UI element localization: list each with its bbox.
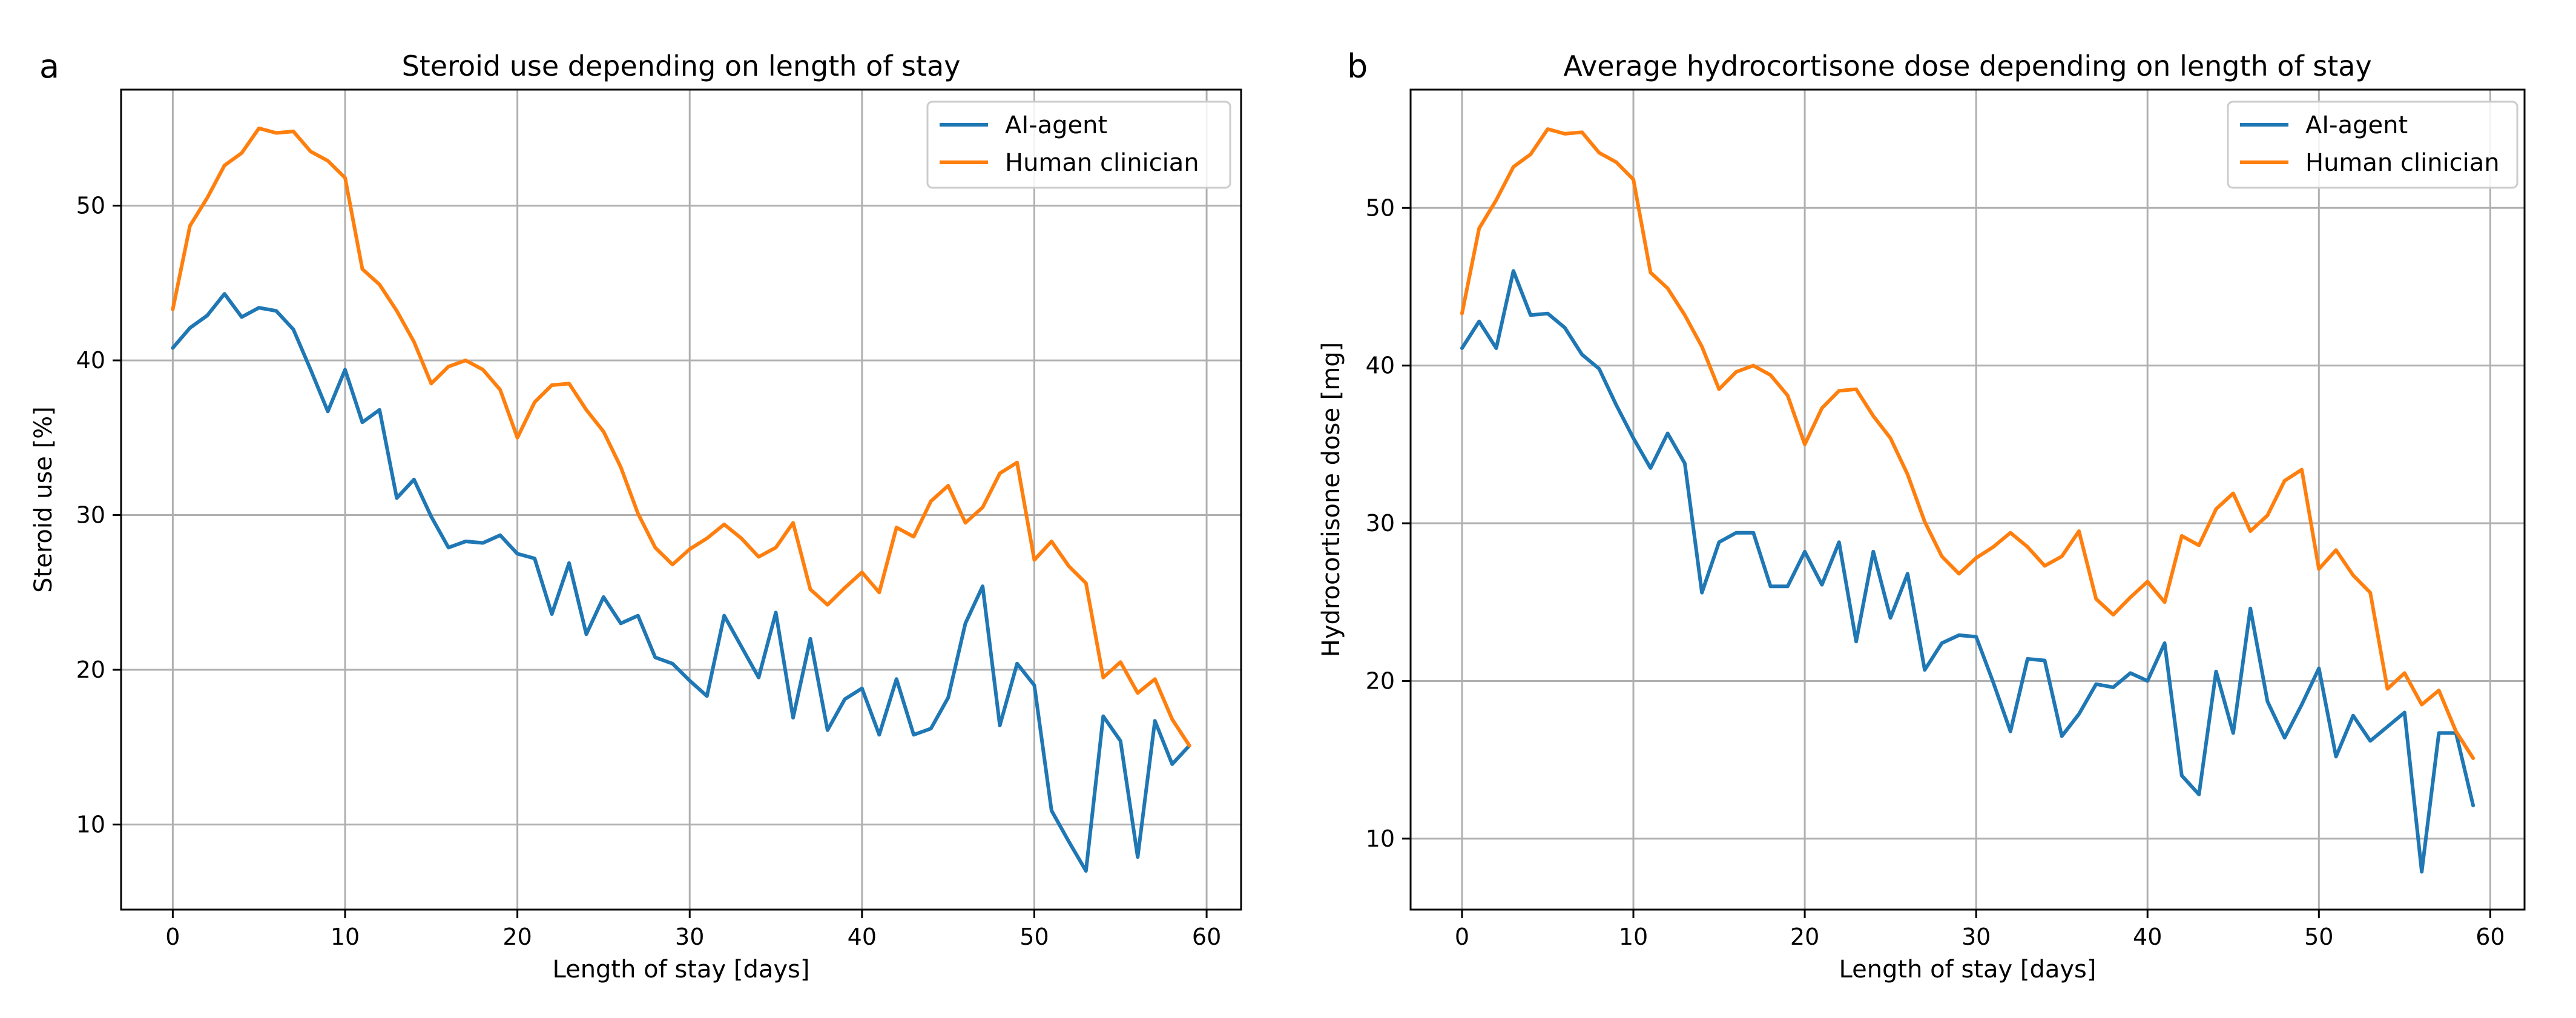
legend-box (2227, 101, 2518, 189)
x-tick-label: 30 (675, 924, 704, 950)
series-line-ai-agent (1460, 269, 2476, 874)
legend-entry-label: AI-agent (2305, 111, 2408, 139)
panel-label: a (39, 47, 59, 85)
y-tick-label: 20 (1366, 667, 1395, 694)
x-axis-label: Length of stay [days] (553, 956, 810, 983)
chart-title: Steroid use depending on length of stay (402, 50, 961, 82)
x-tick-label: 10 (1619, 924, 1648, 950)
legend-entry-label: Human clinician (2305, 149, 2500, 177)
plot-frame (1409, 88, 2526, 911)
series-line-ai-agent (171, 292, 1191, 873)
x-axis-label: Length of stay [days] (1839, 956, 2097, 983)
legend-entry-label: AI-agent (1005, 111, 1107, 139)
chart-panel-b: 0 10 20 30 40 50 60 10 20 30 40 50 Average hydrocort… (1317, 47, 2526, 983)
x-tick-label: 0 (1455, 924, 1469, 950)
legend-entry-label: Human clinician (1005, 149, 1199, 177)
y-tick-label: 20 (76, 656, 105, 683)
chart-panel-a: 0 10 20 30 40 50 60 10 20 30 40 50 Steroid use depen… (30, 47, 1242, 983)
x-tick-label: 50 (1020, 924, 1049, 950)
x-tick-label: 10 (331, 924, 360, 950)
y-tick-label: 10 (1366, 825, 1395, 852)
y-tick-label: 50 (76, 193, 105, 219)
x-tick-label: 60 (2476, 924, 2505, 950)
x-tick-label: 40 (2133, 924, 2162, 950)
plot-frame (120, 88, 1242, 911)
x-tick-label: 20 (1790, 924, 1819, 950)
legend: AI-agent Human clinician (2227, 101, 2518, 189)
y-tick-label: 40 (76, 347, 105, 374)
y-tick-label: 30 (76, 502, 105, 529)
series-line-human-clinician (171, 126, 1191, 748)
y-tick-label: 30 (1366, 510, 1395, 537)
chart-title: Average hydrocortisone dose depending on… (1563, 50, 2371, 82)
y-tick-label: 10 (76, 811, 105, 838)
y-tick-label: 40 (1366, 352, 1395, 379)
x-tick-label: 40 (848, 924, 877, 950)
y-axis-label: Hydrocortisone dose [mg] (1317, 342, 1345, 657)
legend: AI-agent Human clinician (926, 101, 1231, 189)
x-tick-label: 30 (1962, 924, 1991, 950)
y-axis-label: Steroid use [%] (30, 406, 58, 593)
x-tick-label: 50 (2304, 924, 2333, 950)
series-line-human-clinician (1460, 127, 2476, 760)
x-tick-label: 20 (502, 924, 532, 950)
panel-label: b (1347, 47, 1368, 85)
legend-box (926, 101, 1231, 189)
x-tick-label: 60 (1192, 924, 1221, 950)
y-tick-label: 50 (1366, 194, 1395, 221)
x-tick-label: 0 (165, 924, 180, 950)
